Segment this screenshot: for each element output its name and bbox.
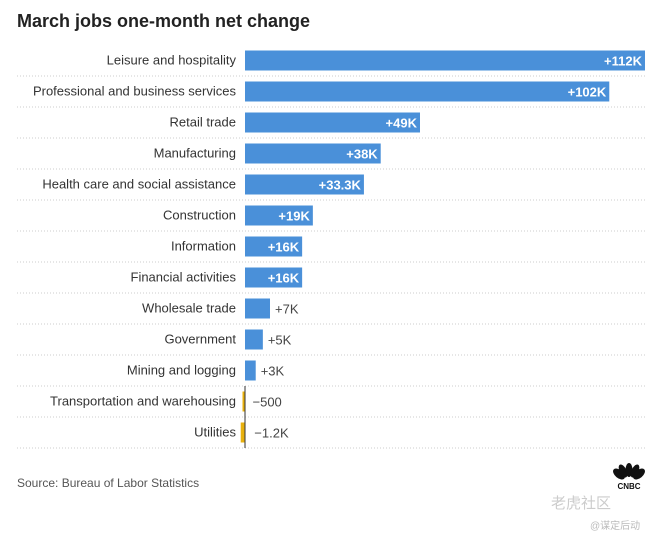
value-label: +112K bbox=[604, 54, 643, 69]
category-label: Mining and logging bbox=[127, 363, 236, 378]
bar bbox=[245, 174, 364, 195]
chart-title: March jobs one-month net change bbox=[17, 11, 311, 31]
bar bbox=[245, 143, 381, 164]
bar bbox=[245, 329, 263, 350]
bar bbox=[245, 236, 303, 257]
value-label: +16K bbox=[268, 240, 300, 255]
value-label: −1.2K bbox=[254, 426, 289, 441]
category-label: Leisure and hospitality bbox=[107, 53, 237, 68]
category-label: Information bbox=[171, 239, 236, 254]
value-label: +33.3K bbox=[319, 178, 362, 193]
bar-chart: Leisure and hospitality +112K Professional… bbox=[17, 50, 645, 449]
value-label: +102K bbox=[568, 85, 607, 100]
category-label: Financial activities bbox=[131, 270, 237, 285]
category-label: Transportation and warehousing bbox=[50, 394, 236, 409]
value-label: +5K bbox=[268, 333, 292, 348]
watermark-brand: 老虎社区 bbox=[551, 495, 612, 512]
value-label: −500 bbox=[253, 395, 282, 410]
category-label: Wholesale trade bbox=[142, 301, 236, 316]
value-label: +3K bbox=[261, 364, 285, 379]
value-label: +38K bbox=[346, 147, 378, 162]
value-label: +7K bbox=[275, 302, 299, 317]
bar bbox=[245, 112, 420, 133]
category-label: Construction bbox=[163, 208, 236, 223]
bar bbox=[245, 205, 313, 226]
category-label: Retail trade bbox=[170, 115, 236, 130]
category-label: Government bbox=[164, 332, 236, 347]
bar bbox=[245, 360, 256, 381]
bar bbox=[245, 267, 303, 288]
cnbc-logo: CNBC bbox=[611, 462, 647, 495]
category-label: Professional and business services bbox=[33, 84, 237, 99]
bar bbox=[240, 422, 245, 443]
bar bbox=[245, 50, 645, 71]
watermark-user: @谋定后动 bbox=[590, 521, 641, 532]
category-label: Utilities bbox=[194, 425, 236, 440]
value-label: +49K bbox=[386, 116, 418, 131]
source-note: Source: Bureau of Labor Statistics bbox=[17, 476, 200, 490]
value-label: +16K bbox=[268, 271, 300, 286]
category-label: Health care and social assistance bbox=[42, 177, 236, 192]
category-label: Manufacturing bbox=[154, 146, 236, 161]
svg-text:CNBC: CNBC bbox=[617, 482, 640, 490]
bar bbox=[245, 81, 610, 102]
bar bbox=[242, 391, 245, 412]
value-label: +19K bbox=[278, 209, 310, 224]
bar bbox=[245, 298, 270, 319]
